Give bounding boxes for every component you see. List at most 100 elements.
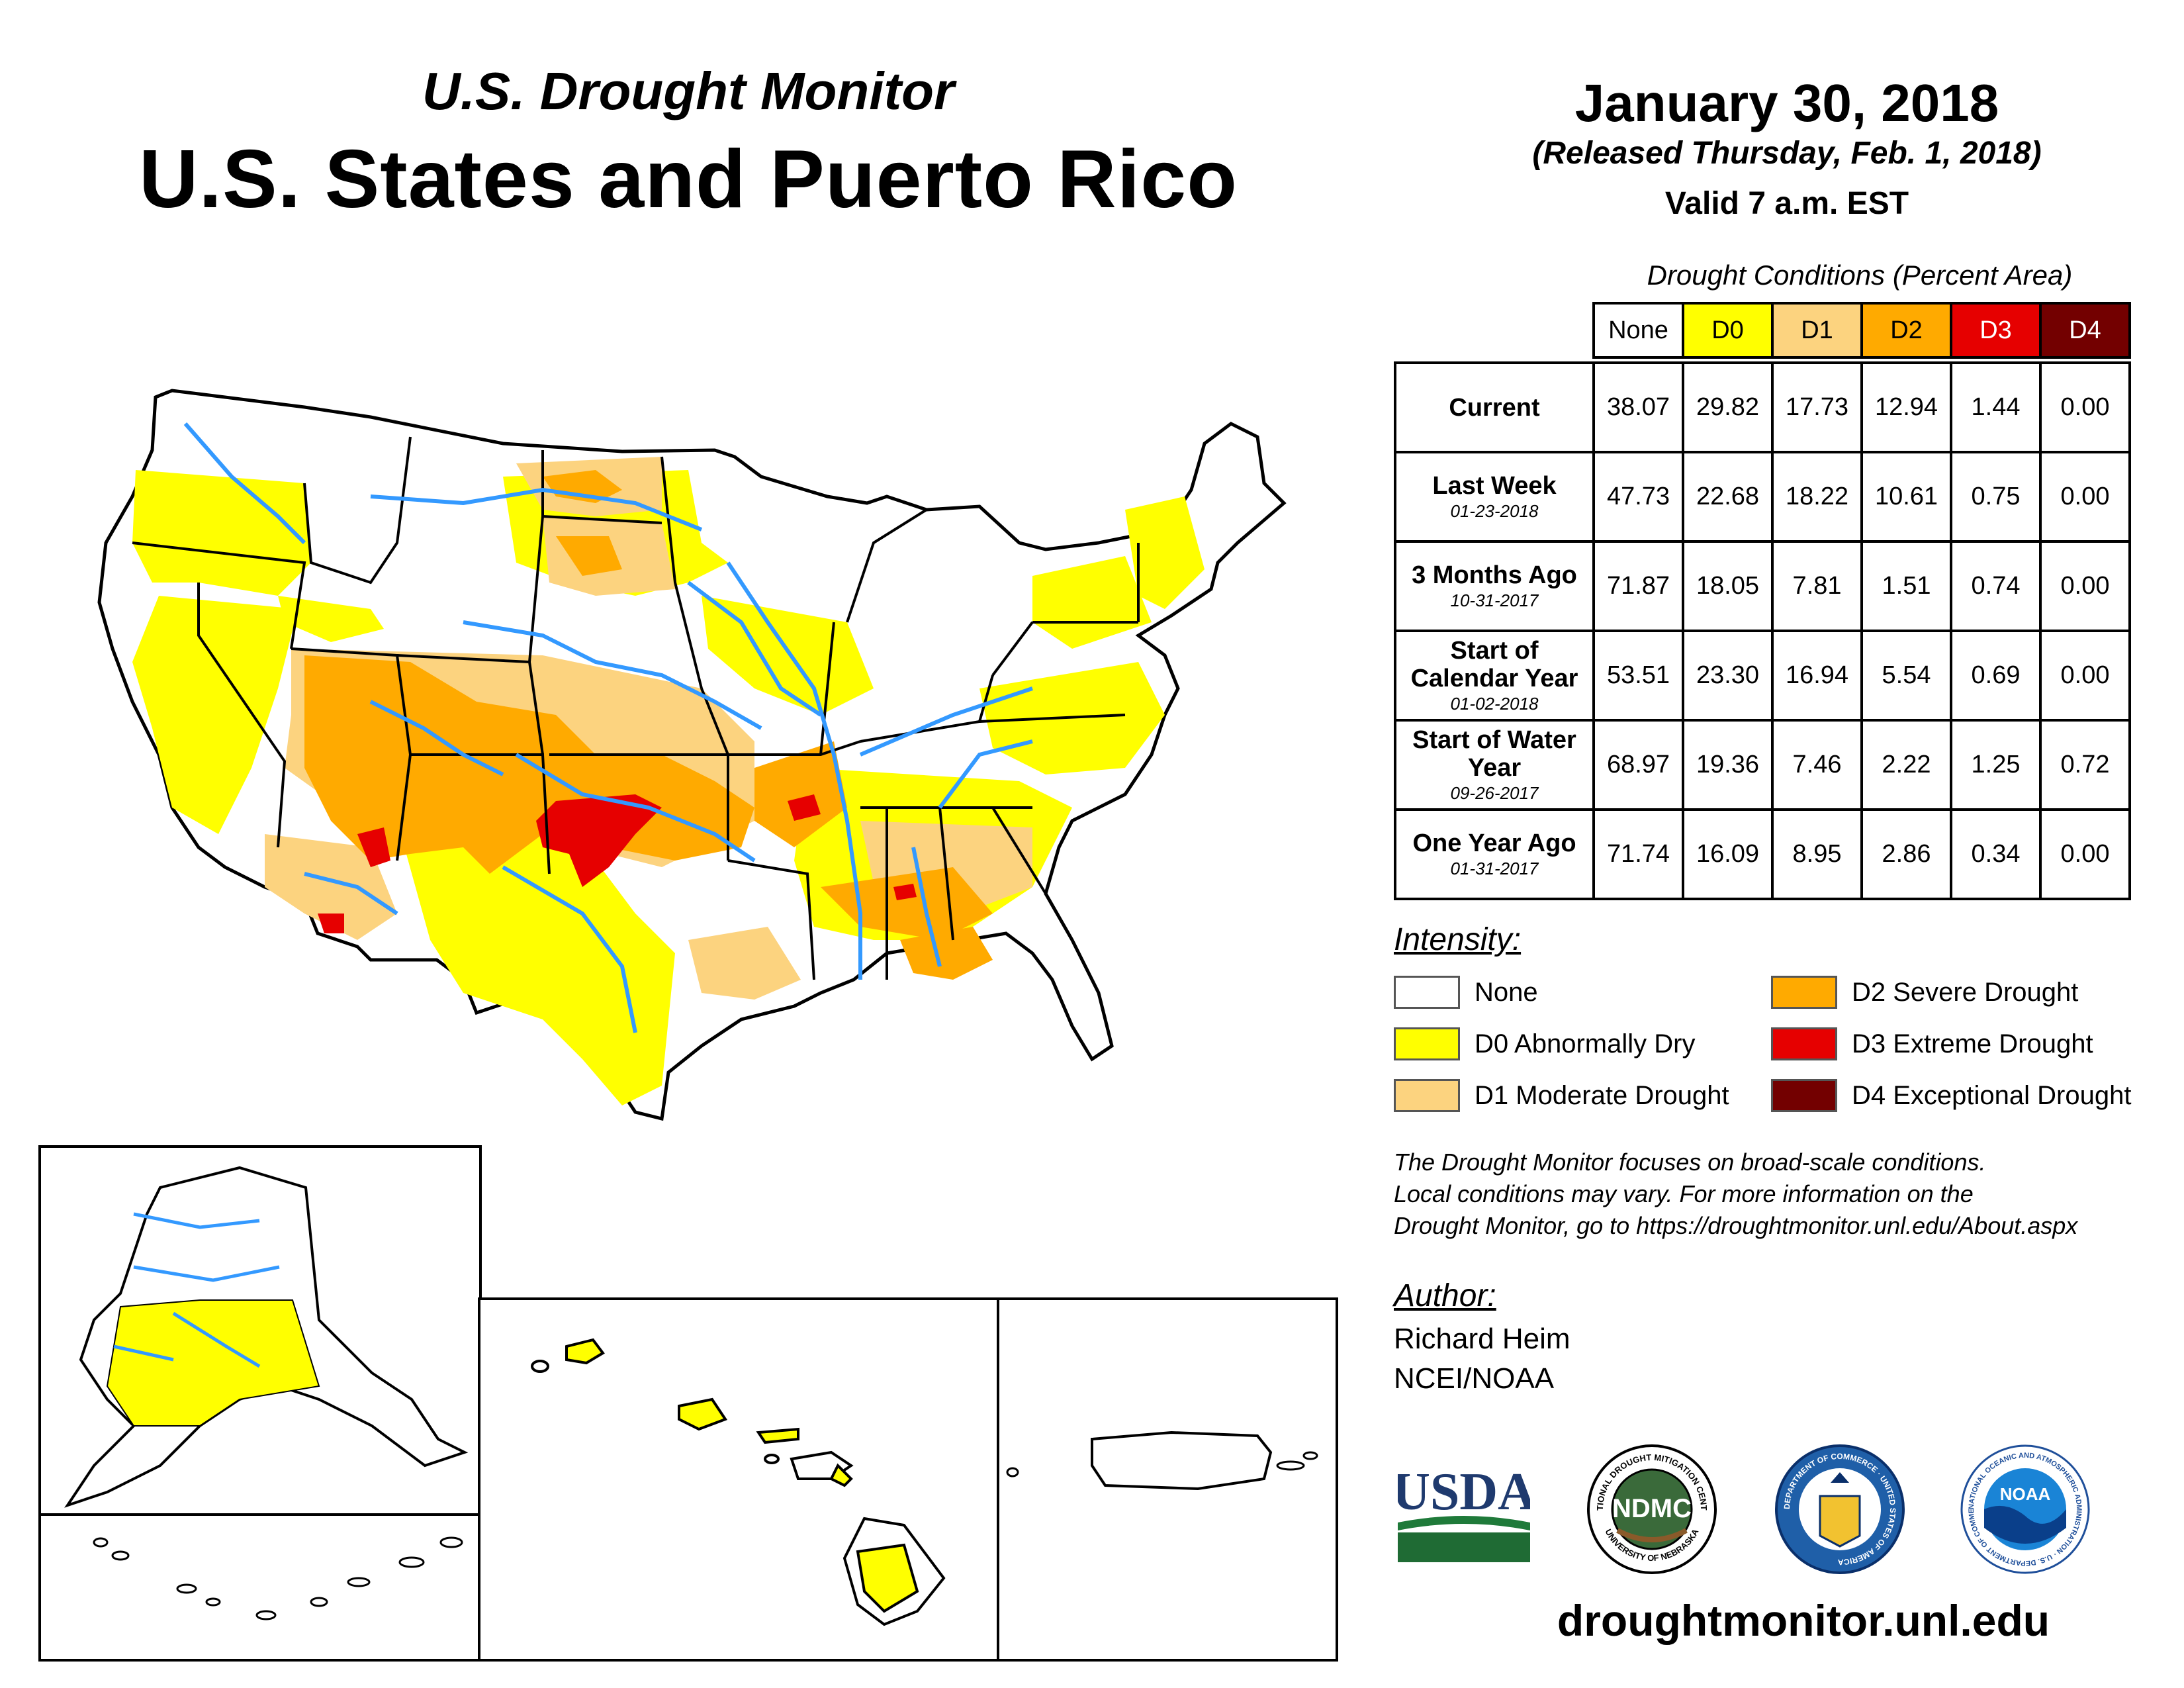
- row-date: 01-02-2018: [1450, 693, 1539, 714]
- conus-map: [97, 389, 1287, 1121]
- legend-label-none: None: [1475, 977, 1538, 1007]
- legend-item-d3: D3 Extreme Drought: [1771, 1027, 2093, 1060]
- table-cell: 23.30: [1682, 630, 1774, 722]
- table-cell: 16.94: [1771, 630, 1863, 722]
- legend-item-d2: D2 Severe Drought: [1771, 976, 2078, 1009]
- table-cell: 68.97: [1592, 719, 1684, 811]
- table-caption: Drought Conditions (Percent Area): [1647, 259, 2073, 291]
- table-cell: 53.51: [1592, 630, 1684, 722]
- row-date: 01-31-2017: [1450, 858, 1539, 878]
- valid-time: Valid 7 a.m. EST: [1664, 186, 1909, 221]
- alaska-inset: [38, 1145, 482, 1516]
- table-row: One Year Ago 01-31-2017 71.74 16.09 8.95 2.86…: [1394, 808, 2131, 900]
- row-label-text: One Year Ago: [1412, 829, 1576, 857]
- legend-swatch-d1: [1394, 1079, 1460, 1112]
- release-date: (Released Thursday, Feb. 1, 2018): [1532, 136, 2042, 171]
- legend-label-d0: D0 Abnormally Dry: [1475, 1029, 1696, 1058]
- legend-item-d0: D0 Abnormally Dry: [1394, 1027, 1695, 1060]
- table-header-row: None D0 D1 D2 D3 D4: [1395, 302, 2131, 359]
- legend-item-d4: D4 Exceptional Drought: [1771, 1079, 2131, 1112]
- col-d1: D1: [1771, 302, 1863, 359]
- table-cell: 10.61: [1860, 451, 1952, 543]
- table-cell: 71.87: [1592, 540, 1684, 632]
- table-cell: 2.86: [1860, 808, 1952, 900]
- row-label: One Year Ago 01-31-2017: [1394, 808, 1595, 900]
- table-cell: 19.36: [1682, 719, 1774, 811]
- table-cell: 16.09: [1682, 808, 1774, 900]
- author-name: Richard Heim: [1394, 1323, 1570, 1355]
- row-label: Start of Calendar Year 01-02-2018: [1394, 630, 1595, 722]
- legend-swatch-d0: [1394, 1027, 1460, 1060]
- table-cell: 18.05: [1682, 540, 1774, 632]
- hawaii-inset: [478, 1297, 999, 1662]
- table-cell: 29.82: [1682, 361, 1774, 453]
- row-label-text: Current: [1449, 393, 1540, 422]
- table-cell: 1.44: [1950, 361, 2042, 453]
- row-label-text: Last Week: [1432, 471, 1557, 500]
- row-label-text: Start of Calendar Year: [1410, 636, 1578, 692]
- table-cell: 0.00: [2039, 808, 2131, 900]
- map-title: U.S. States and Puerto Rico: [138, 134, 1238, 225]
- table-cell: 0.69: [1950, 630, 2042, 722]
- note-line-3: Drought Monitor, go to https://droughtmo…: [1394, 1212, 2078, 1239]
- table-cell: 38.07: [1592, 361, 1684, 453]
- table-cell: 47.73: [1592, 451, 1684, 543]
- table-cell: 18.22: [1771, 451, 1863, 543]
- table-cell: 1.25: [1950, 719, 2042, 811]
- col-d0: D0: [1682, 302, 1774, 359]
- legend-swatch-d3: [1771, 1027, 1837, 1060]
- noaa-logo: NATIONAL OCEANIC AND ATMOSPHERIC ADMINIS…: [1959, 1443, 2090, 1574]
- table-cell: 0.00: [2039, 540, 2131, 632]
- legend-swatch-d4: [1771, 1079, 1837, 1112]
- puerto-rico-map: [1006, 1430, 1318, 1491]
- rivers: [183, 422, 1033, 1033]
- drought-conditions-table: None D0 D1 D2 D3 D4 Current 38.07 29.82 17.…: [1394, 302, 2131, 900]
- row-date: 01-23-2018: [1450, 500, 1539, 521]
- row-label: 3 Months Ago 10-31-2017: [1394, 540, 1595, 632]
- table-cell: 0.00: [2039, 451, 2131, 543]
- row-label-text: 3 Months Ago: [1412, 561, 1577, 589]
- ndmc-logo-text: NDMC: [1612, 1494, 1692, 1523]
- row-date: 09-26-2017: [1450, 782, 1539, 803]
- table-cell: 0.72: [2039, 719, 2131, 811]
- table-cell: 0.74: [1950, 540, 2042, 632]
- usda-logo-text: USDA: [1398, 1463, 1530, 1521]
- d3-areas: [318, 794, 917, 933]
- table-cell: 0.00: [2039, 630, 2131, 722]
- legend-label-d3: D3 Extreme Drought: [1852, 1029, 2093, 1058]
- commerce-logo: DEPARTMENT OF COMMERCE · UNITED STATES O…: [1775, 1444, 1905, 1574]
- table-cell: 8.95: [1771, 808, 1863, 900]
- note-line-2: Local conditions may vary. For more info…: [1394, 1180, 1974, 1207]
- table-row: Last Week 01-23-2018 47.73 22.68 18.22 10.61 0…: [1394, 451, 2131, 543]
- map-date: January 30, 2018: [1574, 73, 1999, 132]
- alaska-map: [64, 1166, 469, 1508]
- noaa-logo-text: NOAA: [2000, 1484, 2051, 1504]
- row-label: Start of Water Year 09-26-2017: [1394, 719, 1595, 811]
- usda-logo: USDA: [1398, 1463, 1530, 1562]
- intensity-title: Intensity:: [1394, 922, 1522, 957]
- table-cell: 17.73: [1771, 361, 1863, 453]
- table-cell: 0.34: [1950, 808, 2042, 900]
- legend-swatch-d2: [1771, 976, 1837, 1009]
- legend-label-d2: D2 Severe Drought: [1852, 977, 2079, 1007]
- ndmc-logo: NATIONAL DROUGHT MITIGATION CENTER UNIVE…: [1586, 1443, 1717, 1574]
- row-date: 10-31-2017: [1450, 590, 1539, 610]
- table-cell: 0.75: [1950, 451, 2042, 543]
- aleutians-inset: [38, 1513, 482, 1662]
- table-cell: 0.00: [2039, 361, 2131, 453]
- map-subtitle: U.S. Drought Monitor: [422, 62, 955, 120]
- col-none: None: [1592, 302, 1684, 359]
- aleutians-map: [93, 1536, 463, 1620]
- note-line-1: The Drought Monitor focuses on broad-sca…: [1394, 1149, 1986, 1176]
- table-cell: 5.54: [1860, 630, 1952, 722]
- website-url[interactable]: droughtmonitor.unl.edu: [1557, 1596, 2050, 1645]
- legend-item-d1: D1 Moderate Drought: [1394, 1079, 1729, 1112]
- table-cell: 71.74: [1592, 808, 1684, 900]
- legend-label-d4: D4 Exceptional Drought: [1852, 1080, 2132, 1110]
- table-row: Start of Water Year 09-26-2017 68.97 19.36 7…: [1394, 719, 2131, 811]
- row-label: Current: [1394, 361, 1595, 453]
- table-row: Current 38.07 29.82 17.73 12.94 1.44 0.00: [1394, 361, 2131, 453]
- table-cell: 7.46: [1771, 719, 1863, 811]
- table-cell: 2.22: [1860, 719, 1952, 811]
- puerto-rico-inset: [997, 1297, 1338, 1662]
